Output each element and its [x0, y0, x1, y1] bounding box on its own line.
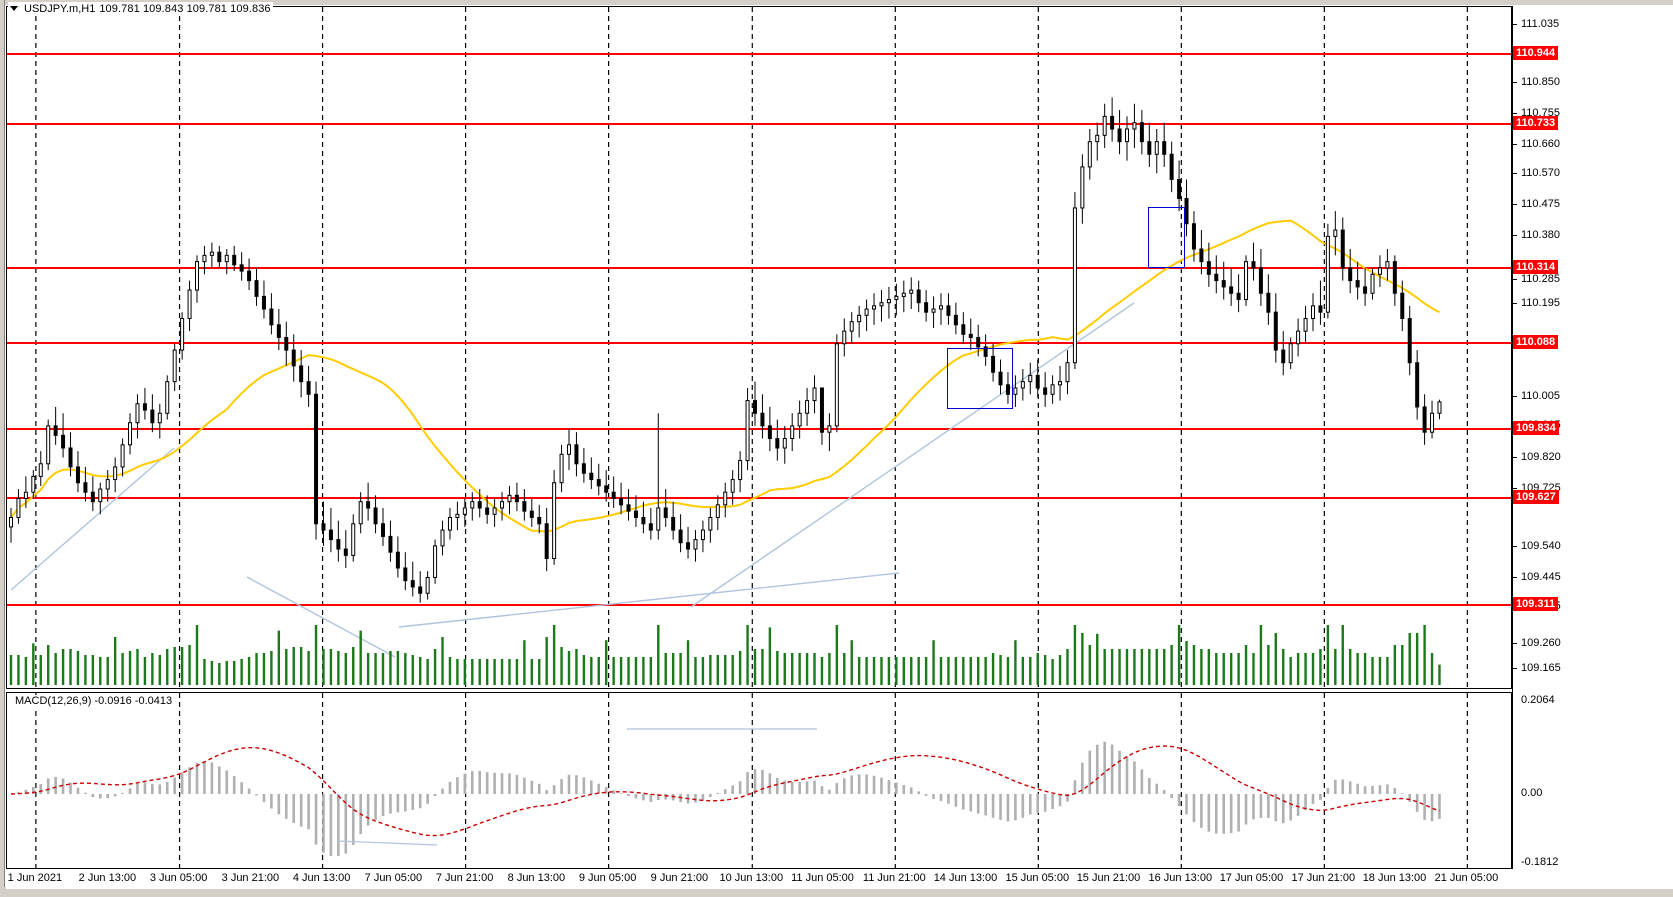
- price-level-label[interactable]: 109.627: [1513, 490, 1559, 504]
- time-axis-label: 2 Jun 13:00: [78, 872, 137, 884]
- price-chart-pane[interactable]: [6, 6, 1512, 689]
- ohlc-values: 109.781 109.843 109.781 109.836: [99, 2, 271, 15]
- time-axis-label: 15 Jun 05:00: [1005, 872, 1070, 884]
- price-chart-canvas: [7, 7, 1511, 688]
- time-axis-label: 4 Jun 13:00: [292, 872, 351, 884]
- price-tick: [1513, 173, 1517, 174]
- window-bottom-border: [0, 887, 1673, 897]
- time-axis-label: 21 Jun 05:00: [1434, 872, 1499, 884]
- time-axis-label: 17 Jun 05:00: [1219, 872, 1284, 884]
- price-tick-label: 109.445: [1521, 571, 1561, 583]
- axis-separator: [1512, 6, 1513, 869]
- time-axis-label: 7 Jun 05:00: [364, 872, 423, 884]
- price-tick: [1513, 235, 1517, 236]
- price-level-label[interactable]: 109.834: [1513, 421, 1559, 435]
- price-tick: [1513, 577, 1517, 578]
- time-axis-label: 17 Jun 21:00: [1291, 872, 1356, 884]
- price-tick: [1513, 144, 1517, 145]
- time-axis-label: 14 Jun 13:00: [933, 872, 998, 884]
- price-tick-label: 110.285: [1521, 273, 1560, 285]
- symbol-header: USDJPY.m,H1 109.781 109.843 109.781 109.…: [8, 2, 273, 15]
- consolidation-box-1[interactable]: [947, 348, 1013, 409]
- time-axis-label: 11 Jun 21:00: [862, 872, 926, 884]
- price-tick-label: 109.540: [1521, 540, 1561, 552]
- time-axis-label: 15 Jun 21:00: [1076, 872, 1141, 884]
- price-tick-label: 109.820: [1521, 451, 1561, 463]
- time-axis-label: 7 Jun 21:00: [435, 872, 494, 884]
- time-axis-label: 10 Jun 13:00: [719, 872, 784, 884]
- chevron-down-icon[interactable]: [10, 6, 18, 11]
- price-tick-label: 110.005: [1521, 390, 1560, 402]
- price-tick: [1513, 204, 1517, 205]
- price-tick: [1513, 643, 1517, 644]
- time-axis-label: 16 Jun 13:00: [1148, 872, 1213, 884]
- macd-tick-label: 0.2064: [1521, 694, 1555, 706]
- price-level-label[interactable]: 110.733: [1513, 116, 1559, 130]
- time-axis-label: 18 Jun 13:00: [1362, 872, 1427, 884]
- time-axis-label: 8 Jun 13:00: [507, 872, 566, 884]
- time-axis-label: 9 Jun 05:00: [578, 872, 637, 884]
- price-level-label[interactable]: 110.314: [1513, 260, 1559, 274]
- price-axis[interactable]: 111.035 110.850 110.755 110.660 110.570 110.4…: [1513, 6, 1673, 735]
- macd-tick-label: 0.00: [1521, 787, 1543, 799]
- price-tick: [1513, 113, 1517, 114]
- price-tick-label: 110.850: [1521, 76, 1560, 88]
- time-axis-label: 11 Jun 05:00: [791, 872, 854, 884]
- price-level-label[interactable]: 110.088: [1513, 335, 1559, 349]
- price-tick-label: 110.380: [1521, 229, 1560, 241]
- macd-tick-label: -0.1812: [1521, 856, 1559, 868]
- price-tick: [1513, 457, 1517, 458]
- price-tick: [1513, 82, 1517, 83]
- price-level-label[interactable]: 109.311: [1513, 597, 1559, 611]
- consolidation-box-2[interactable]: [1148, 207, 1185, 268]
- price-tick: [1513, 396, 1517, 397]
- symbol-label: USDJPY.m,H1: [24, 2, 96, 15]
- price-tick-label: 111.035: [1521, 18, 1560, 30]
- time-axis-label: 9 Jun 21:00: [650, 872, 709, 884]
- price-tick: [1513, 24, 1517, 25]
- macd-indicator-pane[interactable]: MACD(12,26,9) -0.0916 -0.0413: [6, 692, 1512, 869]
- price-tick: [1513, 303, 1517, 304]
- macd-label: MACD(12,26,9) -0.0916 -0.0413: [13, 695, 175, 707]
- time-axis-label: 3 Jun 05:00: [149, 872, 208, 884]
- price-level-label[interactable]: 110.944: [1513, 46, 1559, 60]
- price-tick-label: 110.475: [1521, 198, 1560, 210]
- price-tick: [1513, 668, 1517, 669]
- macd-chart-canvas: [10, 693, 1468, 868]
- price-tick-label: 109.165: [1521, 662, 1561, 674]
- time-axis-label: 1 Jun 2021: [7, 872, 63, 884]
- price-tick-label: 110.570: [1521, 167, 1560, 179]
- price-tick: [1513, 488, 1517, 489]
- price-tick-label: 109.260: [1521, 637, 1561, 649]
- time-axis-label: 3 Jun 21:00: [221, 872, 280, 884]
- time-axis[interactable]: 1 Jun 2021 2 Jun 13:00 3 Jun 05:00 3 Jun 21…: [6, 869, 1673, 889]
- price-tick: [1513, 279, 1517, 280]
- window-left-border: [0, 0, 5, 897]
- price-tick: [1513, 546, 1517, 547]
- macd-axis: 0.2064 0.00 -0.1812: [1513, 692, 1673, 869]
- window-top-border: [0, 0, 1673, 5]
- price-tick-label: 110.660: [1521, 138, 1560, 150]
- price-tick-label: 110.195: [1521, 297, 1560, 309]
